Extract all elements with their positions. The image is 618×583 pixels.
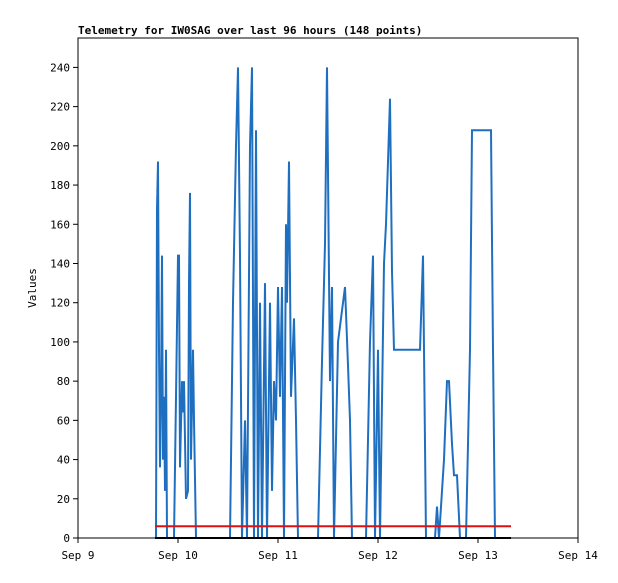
y-tick-label: 0 — [63, 532, 70, 545]
y-tick-label: 160 — [50, 218, 70, 231]
x-tick-label: Sep 10 — [158, 549, 198, 562]
y-axis-label: Values — [26, 268, 39, 308]
y-tick-label: 40 — [57, 454, 70, 467]
y-tick-label: 200 — [50, 140, 70, 153]
x-tick-label: Sep 11 — [258, 549, 298, 562]
x-tick-label: Sep 14 — [558, 549, 598, 562]
y-tick-label: 20 — [57, 493, 70, 506]
y-tick-label: 120 — [50, 297, 70, 310]
x-tick-label: Sep 12 — [358, 549, 398, 562]
y-tick-label: 140 — [50, 257, 70, 270]
chart-title: Telemetry for IW0SAG over last 96 hours … — [78, 24, 422, 37]
y-tick-label: 240 — [50, 61, 70, 74]
x-tick-label: Sep 13 — [458, 549, 498, 562]
series-line — [155, 67, 496, 539]
y-tick-label: 60 — [57, 414, 70, 427]
y-tick-label: 220 — [50, 101, 70, 114]
x-tick-label: Sep 9 — [61, 549, 94, 562]
y-tick-label: 100 — [50, 336, 70, 349]
y-tick-label: 180 — [50, 179, 70, 192]
y-tick-label: 80 — [57, 375, 70, 388]
